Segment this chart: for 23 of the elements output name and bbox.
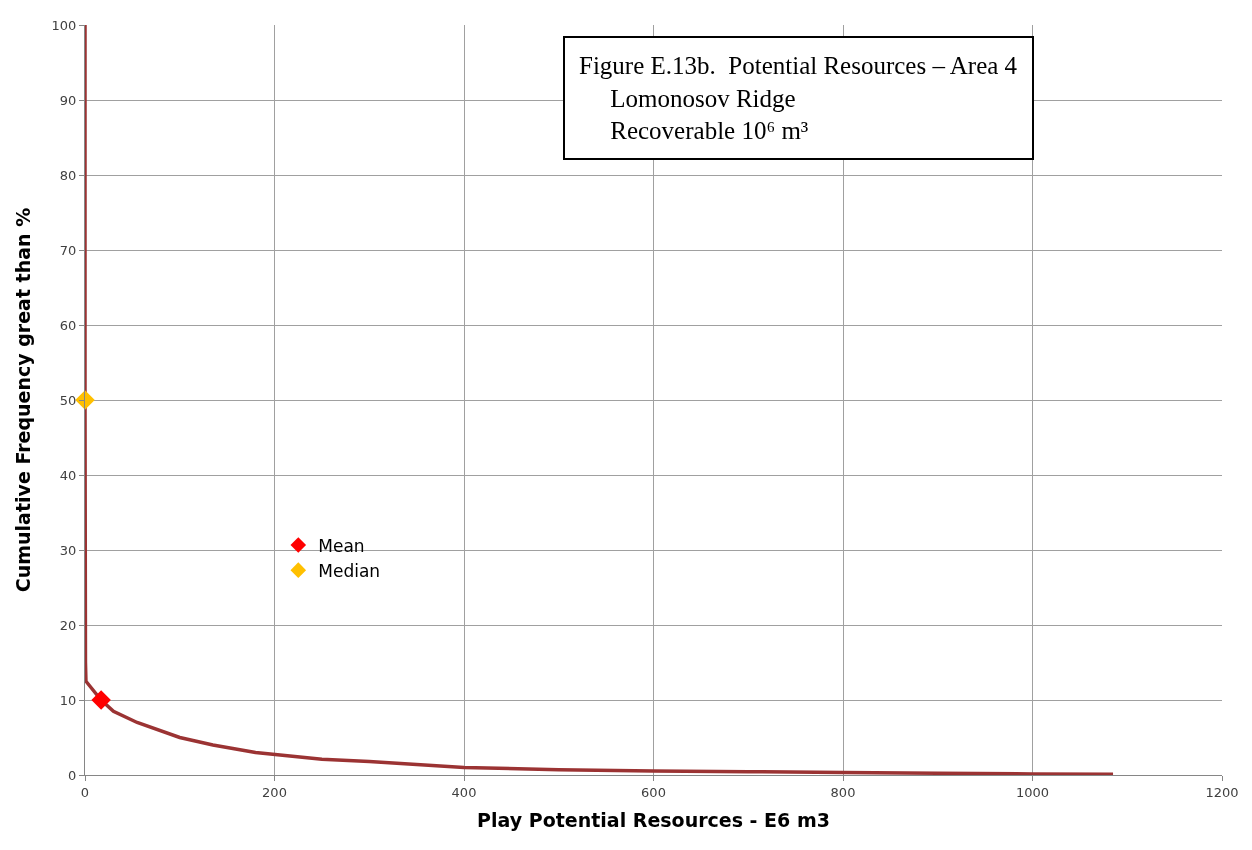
- x-tick-label: 200: [262, 784, 287, 800]
- x-tick-label: 0: [80, 784, 90, 800]
- x-tick-label: 600: [641, 784, 666, 800]
- x-tick-label: 1200: [1205, 784, 1239, 800]
- y-tick-label: 40: [59, 467, 77, 483]
- y-axis-title: Cumulative Frequency great than %: [12, 207, 35, 593]
- text: Figure E.13b. Potential Resources – Area 4 Lomonosov Ridge Recoverable 10⁶ m³: [579, 52, 1018, 144]
- y-tick-label: 90: [59, 92, 77, 108]
- y-tick-label: 30: [59, 542, 77, 558]
- y-tick-label: 60: [59, 317, 77, 333]
- y-tick-label: 100: [51, 17, 77, 33]
- y-tick-label: 50: [59, 392, 77, 408]
- x-tick-label: 1000: [1015, 784, 1050, 800]
- legend-label: Mean: [318, 535, 365, 556]
- x-tick-label: 400: [451, 784, 477, 800]
- y-tick-label: 20: [59, 617, 77, 633]
- y-tick-label: 10: [59, 692, 77, 708]
- x-tick-label: 800: [830, 784, 856, 800]
- x-axis-title: Play Potential Resources - E6 m3: [477, 809, 830, 832]
- y-tick-label: 0: [68, 767, 77, 783]
- legend-label: Median: [318, 560, 381, 581]
- y-tick-label: 70: [59, 242, 77, 258]
- y-tick-label: 80: [59, 167, 77, 183]
